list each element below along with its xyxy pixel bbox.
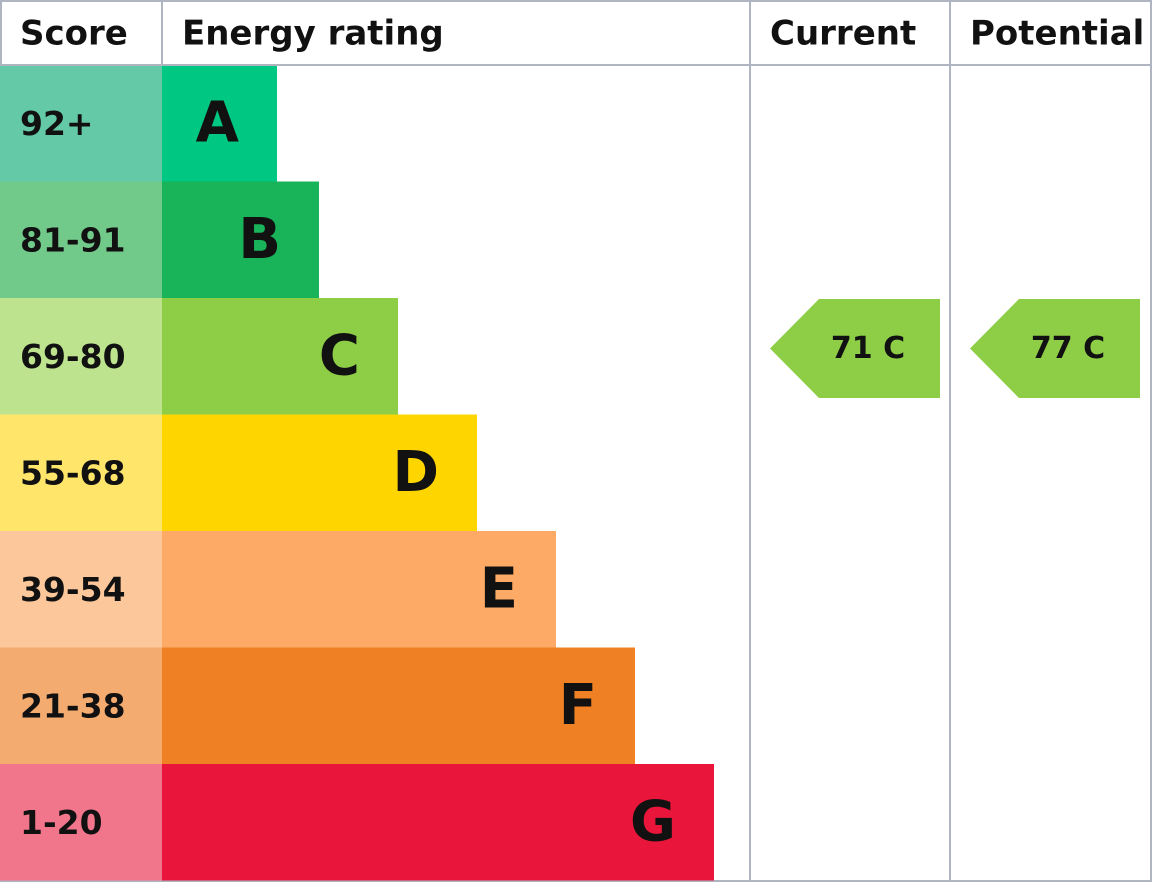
score-range: 21-38 xyxy=(20,686,126,725)
rating-bar xyxy=(162,298,398,415)
score-range: 1-20 xyxy=(20,803,103,842)
rating-letter: G xyxy=(630,789,676,854)
score-range: 69-80 xyxy=(20,337,126,376)
score-cell xyxy=(0,298,162,415)
score-cell xyxy=(0,65,162,182)
header-potential: Potential xyxy=(970,14,1144,54)
header-energy-rating: Energy rating xyxy=(182,14,444,54)
rating-bar xyxy=(162,647,635,764)
rating-bar xyxy=(162,531,556,648)
score-cell xyxy=(0,764,162,881)
current-rating-label: 71 C xyxy=(831,331,905,366)
score-cell xyxy=(0,181,162,298)
rating-letter: B xyxy=(238,207,281,272)
potential-rating-label: 77 C xyxy=(1031,331,1105,366)
score-range: 55-68 xyxy=(20,453,126,492)
rating-letter: C xyxy=(319,323,360,388)
potential-rating-arrow xyxy=(970,299,1140,398)
score-cell xyxy=(0,647,162,764)
rating-bar xyxy=(162,764,714,881)
header-score: Score xyxy=(20,14,128,54)
rating-bar xyxy=(162,65,277,182)
rating-letter: D xyxy=(393,440,439,505)
score-range: 39-54 xyxy=(20,570,126,609)
rating-letter: A xyxy=(196,90,240,155)
score-cell xyxy=(0,414,162,531)
score-cell xyxy=(0,531,162,648)
rating-letter: F xyxy=(559,673,597,738)
header-current: Current xyxy=(770,14,916,54)
score-range: 92+ xyxy=(20,104,94,143)
rating-bar xyxy=(162,181,319,298)
rating-bar xyxy=(162,414,477,531)
current-rating-arrow xyxy=(770,299,940,398)
score-range: 81-91 xyxy=(20,220,126,259)
rows: 92+ A 81-91 B 69-80 C 55-68 D 39-54 E 21-38 F 1-20 G xyxy=(0,65,714,881)
rating-letter: E xyxy=(480,556,518,621)
